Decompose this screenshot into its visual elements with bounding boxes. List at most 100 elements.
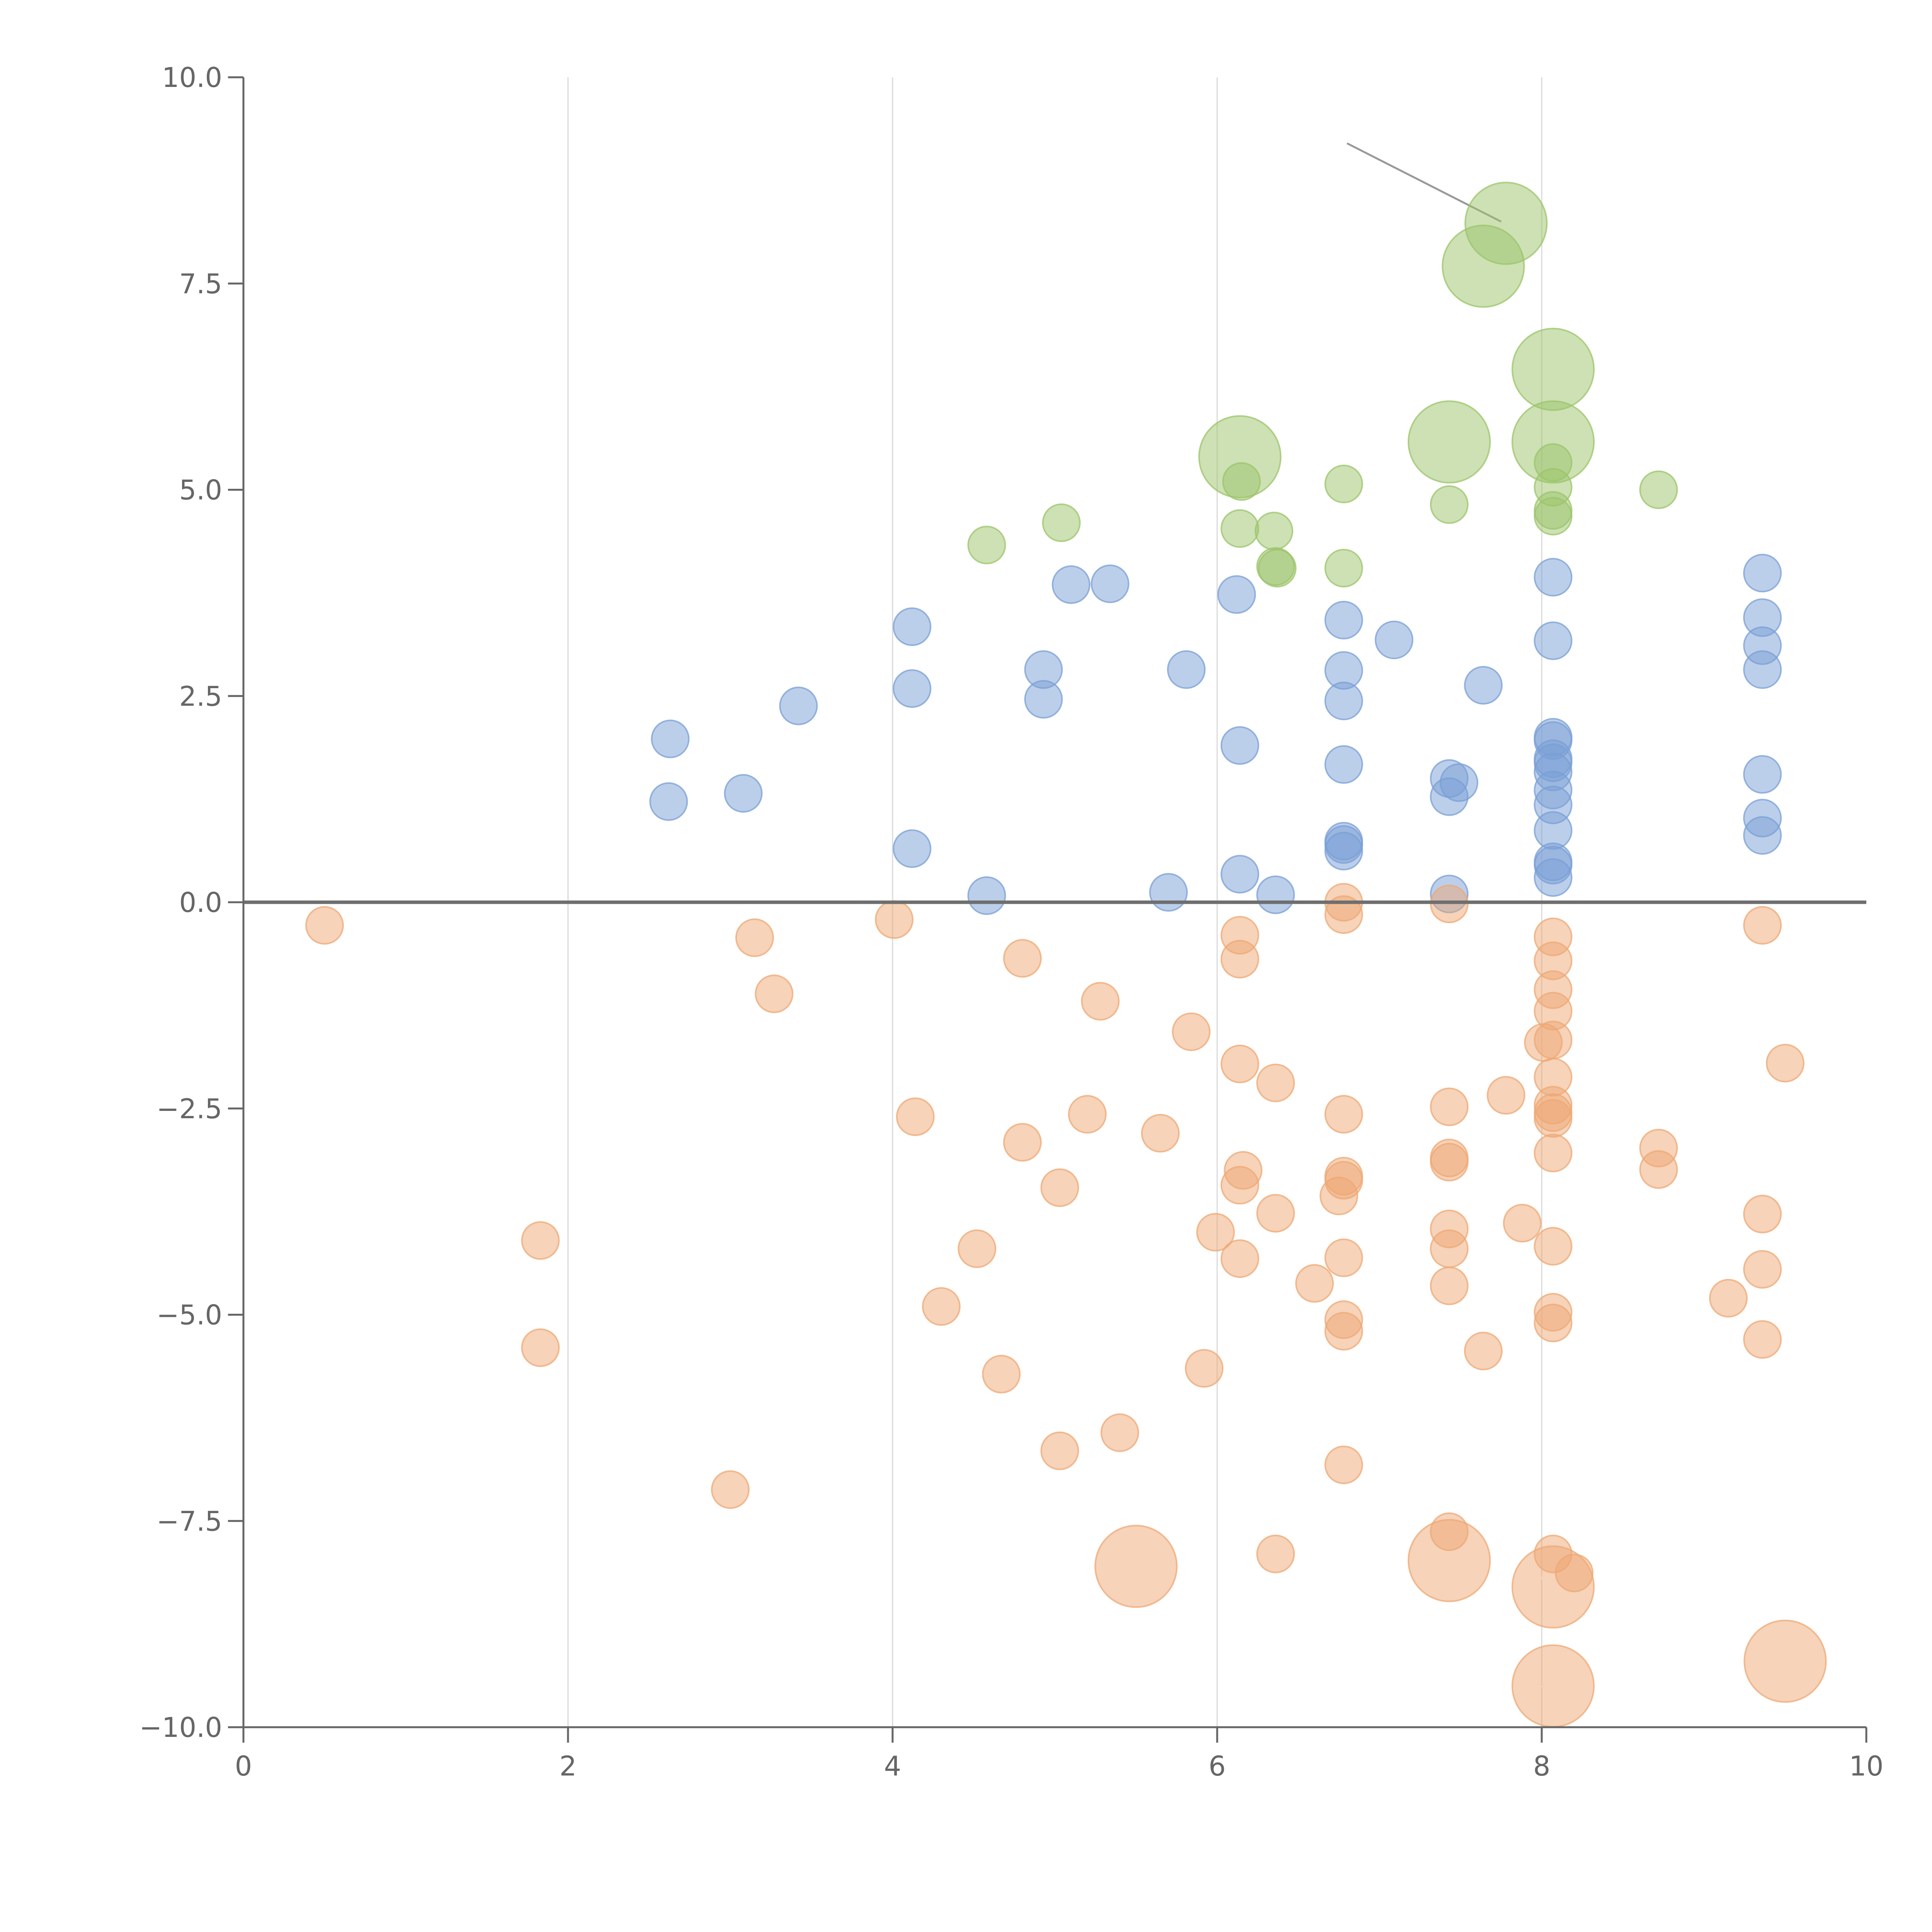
data-point-mid	[1534, 558, 1573, 597]
data-point-low	[521, 1221, 560, 1260]
data-point-mid	[1324, 682, 1363, 721]
data-point-low	[1196, 1213, 1235, 1252]
data-point-low	[1324, 895, 1363, 934]
data-point-low	[305, 906, 344, 945]
data-point-low	[1503, 1204, 1542, 1243]
data-point-low	[1003, 1123, 1042, 1162]
data-point-low	[1524, 1023, 1563, 1062]
x-tick-label: 10	[1849, 1750, 1883, 1782]
data-point-mid	[893, 829, 932, 868]
data-point-low	[521, 1328, 560, 1367]
data-point-low	[1295, 1264, 1334, 1303]
data-point-mid	[1256, 875, 1295, 914]
data-point-low	[1534, 1227, 1573, 1266]
data-point-mid	[779, 686, 818, 725]
data-point-high	[1534, 497, 1573, 536]
data-point-high	[1639, 470, 1678, 509]
data-point-mid	[1324, 832, 1363, 871]
data-point-mid	[1743, 816, 1782, 855]
data-point-mid	[1220, 726, 1259, 765]
y-tick-label: 0.0	[179, 887, 222, 918]
data-point-mid	[1167, 650, 1206, 689]
data-point-low	[1430, 1087, 1469, 1126]
data-point-low	[1743, 1320, 1782, 1359]
data-point-low	[1324, 1238, 1363, 1277]
y-tick-label: 10.0	[162, 62, 222, 94]
data-point-mid	[1534, 621, 1573, 660]
data-point-low	[1430, 1143, 1469, 1182]
data-point-mid	[1439, 763, 1478, 802]
data-point-mid	[1149, 873, 1188, 912]
data-point-low	[1639, 1150, 1678, 1189]
data-point-low	[1320, 1177, 1358, 1216]
data-point-high	[1408, 400, 1491, 484]
data-point-mid	[893, 669, 932, 708]
data-point-high	[1324, 549, 1363, 588]
data-point-low	[1256, 1063, 1295, 1102]
data-point-high	[1464, 182, 1548, 265]
data-point-mid	[1024, 680, 1063, 719]
data-point-low	[1430, 1229, 1469, 1268]
data-point-mid	[1090, 564, 1129, 603]
data-point-low	[922, 1287, 961, 1326]
data-point-mid	[1324, 745, 1363, 784]
data-point-low	[1068, 1095, 1107, 1134]
data-point-mid	[893, 607, 932, 646]
data-point-high	[967, 526, 1006, 565]
y-tick-label: −7.5	[156, 1505, 222, 1537]
data-point-low	[1224, 1151, 1263, 1190]
data-point-low	[1534, 1134, 1573, 1173]
data-point-low	[1511, 1545, 1595, 1629]
data-point-low	[1766, 1044, 1804, 1083]
data-point-low	[1185, 1349, 1224, 1388]
data-point-low	[875, 900, 914, 939]
axes: 10.0 7.5 5.0 2.5 0.0 −2.5 −5.0 −7.5 −10.0 0 2 4 6 8 10	[139, 62, 1883, 1782]
y-tick-label: 2.5	[179, 680, 222, 712]
data-point-low	[1430, 1266, 1469, 1305]
data-point-high	[1511, 328, 1595, 411]
data-point-low	[1003, 939, 1042, 978]
data-point-low	[1324, 1312, 1363, 1351]
data-point-mid	[1324, 600, 1363, 639]
data-point-high	[1042, 503, 1081, 542]
data-point-high	[1511, 400, 1595, 484]
data-point-low	[1220, 1044, 1259, 1083]
data-point-low	[1743, 1195, 1782, 1234]
data-points	[305, 182, 1827, 1728]
data-point-high	[1255, 512, 1293, 551]
x-tick-label: 2	[560, 1750, 577, 1782]
data-point-low	[982, 1355, 1021, 1394]
data-point-low	[1743, 906, 1782, 945]
data-point-low	[957, 1229, 997, 1268]
data-point-low	[1534, 1303, 1573, 1342]
data-point-low	[896, 1097, 935, 1136]
x-tick-label: 6	[1209, 1750, 1226, 1782]
data-point-mid	[1743, 650, 1782, 689]
data-point-low	[1081, 982, 1120, 1021]
y-tick-label: −2.5	[156, 1093, 222, 1125]
data-point-mid	[967, 876, 1006, 915]
data-point-low	[1534, 1099, 1573, 1138]
data-point-low	[1220, 940, 1259, 979]
x-tick-label: 8	[1533, 1750, 1551, 1782]
data-point-mid	[724, 774, 763, 813]
data-point-low	[1100, 1413, 1139, 1452]
data-point-low	[1141, 1114, 1180, 1153]
data-point-low	[735, 918, 774, 957]
data-point-mid	[1052, 565, 1090, 604]
data-point-low	[1511, 1644, 1595, 1728]
data-point-high	[1220, 509, 1259, 548]
data-point-mid	[1743, 755, 1782, 794]
data-point-low	[1040, 1168, 1079, 1207]
data-point-low	[1324, 1095, 1363, 1134]
data-point-low	[1486, 1076, 1526, 1115]
data-point-low	[1094, 1525, 1178, 1608]
y-tick-label: 7.5	[179, 268, 222, 300]
y-tick-label: −5.0	[156, 1299, 222, 1331]
data-point-mid	[1217, 575, 1256, 614]
data-point-high	[1324, 464, 1363, 503]
data-point-mid	[1743, 554, 1782, 593]
data-point-low	[1256, 1194, 1295, 1233]
data-point-high	[1258, 549, 1297, 588]
